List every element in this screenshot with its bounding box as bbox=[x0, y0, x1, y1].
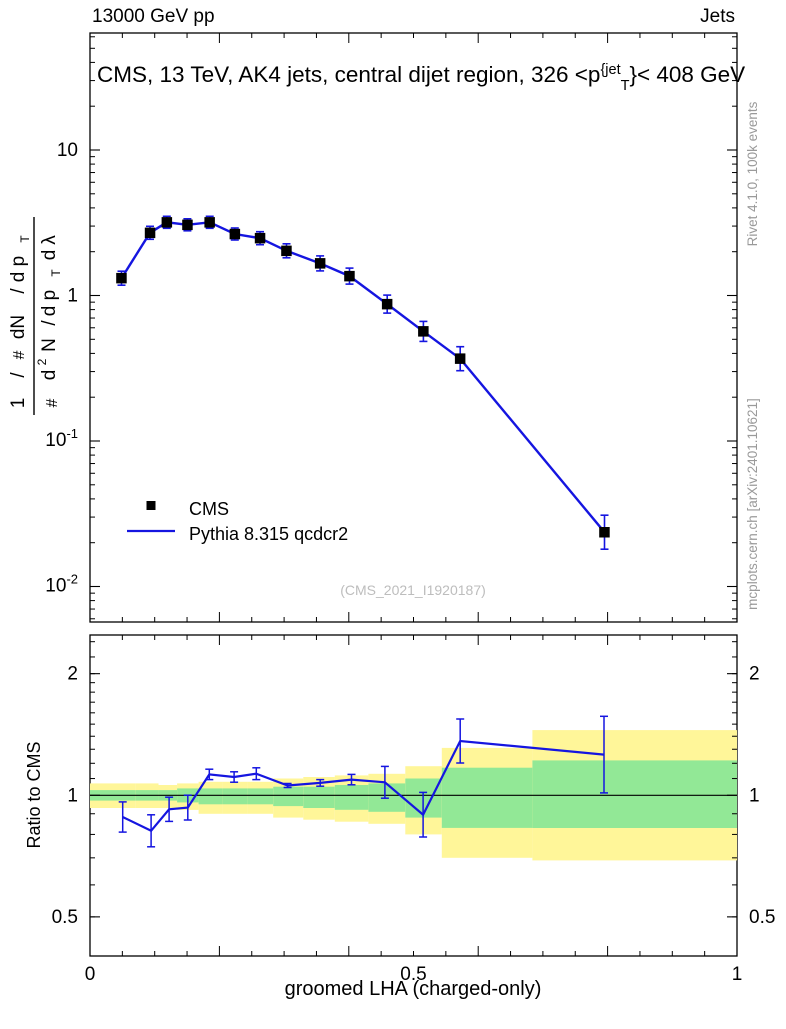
svg-text:N: N bbox=[39, 338, 60, 352]
svg-text:λ: λ bbox=[39, 235, 60, 245]
svg-text:d p: d p bbox=[8, 256, 29, 282]
svg-text:/: / bbox=[8, 288, 29, 294]
svg-text:1: 1 bbox=[67, 785, 78, 806]
svg-text:T: T bbox=[18, 235, 32, 243]
svg-text:#: # bbox=[11, 350, 28, 359]
svg-text:0.5: 0.5 bbox=[749, 907, 775, 928]
svg-text:d p: d p bbox=[39, 290, 60, 316]
svg-text:Ratio to CMS: Ratio to CMS bbox=[24, 741, 44, 848]
svg-text:Jets: Jets bbox=[700, 6, 735, 27]
svg-text:1: 1 bbox=[749, 785, 760, 806]
svg-text:dN: dN bbox=[8, 315, 29, 339]
svg-text:Rivet 4.1.0, 100k events: Rivet 4.1.0, 100k events bbox=[745, 101, 760, 246]
svg-text:0.5: 0.5 bbox=[52, 907, 78, 928]
svg-text:d: d bbox=[39, 250, 60, 261]
svg-text:(CMS_2021_I1920187): (CMS_2021_I1920187) bbox=[340, 582, 486, 598]
svg-text:0: 0 bbox=[85, 964, 96, 985]
svg-text:groomed LHA (charged-only): groomed LHA (charged-only) bbox=[285, 978, 542, 1000]
svg-text:d: d bbox=[39, 370, 60, 381]
svg-text:Pythia 8.315 qcdcr2: Pythia 8.315 qcdcr2 bbox=[189, 524, 348, 544]
svg-text:mcplots.cern.ch [arXiv:2401.10: mcplots.cern.ch [arXiv:2401.10621] bbox=[745, 398, 760, 610]
svg-text:10: 10 bbox=[57, 140, 78, 161]
svg-text:2: 2 bbox=[749, 664, 760, 685]
svg-text:2: 2 bbox=[35, 358, 49, 365]
svg-text:/: / bbox=[39, 320, 60, 326]
svg-text:1: 1 bbox=[732, 964, 743, 985]
svg-text:#: # bbox=[44, 398, 61, 407]
svg-text:2: 2 bbox=[67, 664, 78, 685]
svg-text:T: T bbox=[49, 269, 63, 277]
svg-text:/: / bbox=[8, 372, 29, 378]
svg-text:13000 GeV pp: 13000 GeV pp bbox=[92, 6, 215, 27]
svg-text:1: 1 bbox=[67, 286, 78, 307]
svg-text:1: 1 bbox=[8, 398, 29, 409]
svg-text:CMS: CMS bbox=[189, 499, 229, 519]
